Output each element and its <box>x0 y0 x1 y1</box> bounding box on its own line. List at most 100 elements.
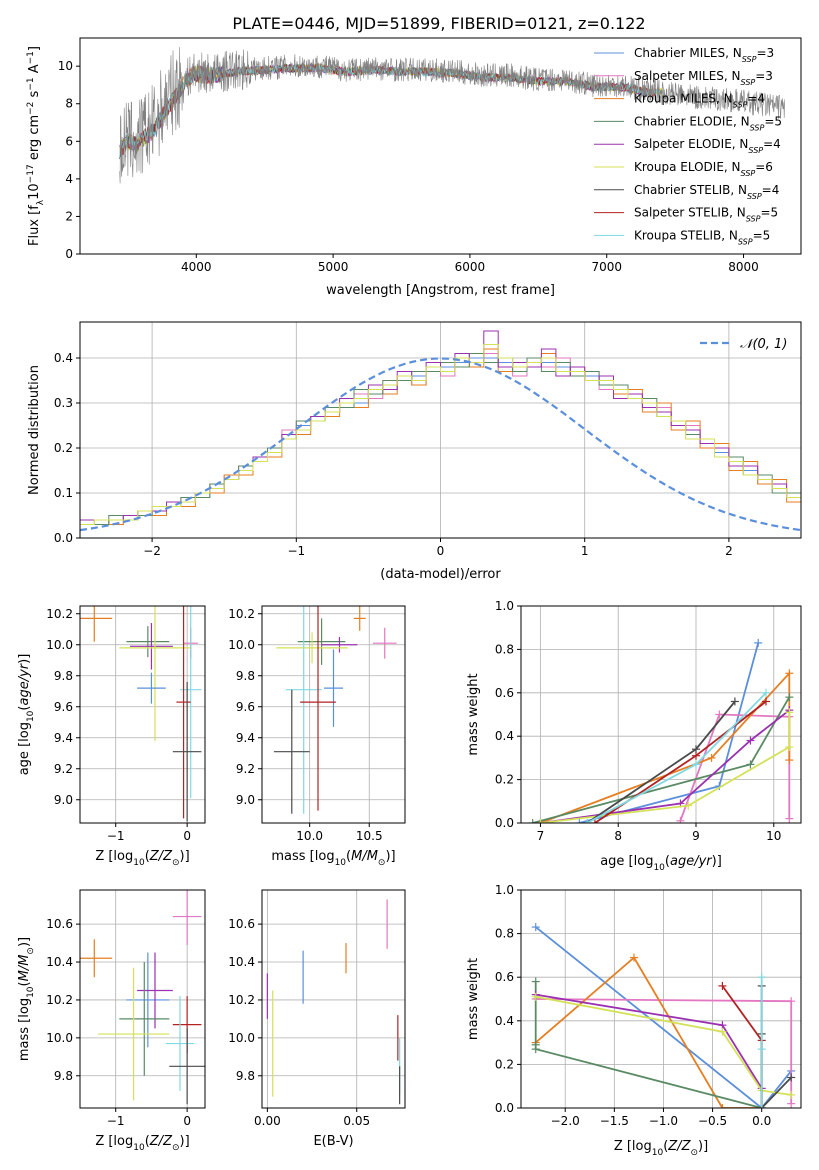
axes-frame <box>520 889 802 1109</box>
y-tick-label: 4 <box>65 172 73 186</box>
y-tick-label: 10.6 <box>46 917 73 931</box>
y-tick-label: 10.0 <box>228 1031 255 1045</box>
y-tick-label: 10.4 <box>46 955 73 969</box>
y-tick-label: 1.0 <box>495 883 514 897</box>
errorbar-point <box>169 1028 205 1105</box>
x-tick-label: −2.0 <box>551 1114 580 1128</box>
y-tick-label: 9.4 <box>236 731 255 745</box>
legend-label: Salpeter ELODIE, NSSP=4 <box>634 137 781 155</box>
x-tick-label: −1.5 <box>600 1114 629 1128</box>
y-tick-label: 0.3 <box>54 396 73 410</box>
y-tick-label: 0.4 <box>495 1014 514 1028</box>
normal-reference-curve <box>80 357 801 532</box>
histogram-step <box>80 344 801 525</box>
y-tick-label: 6 <box>65 134 73 148</box>
y-tick-label: 10.0 <box>46 638 73 652</box>
y-tick-label: 0.4 <box>54 351 73 365</box>
y-tick-label: 10.6 <box>228 917 255 931</box>
y-tick-label: 9.8 <box>54 1069 73 1083</box>
x-axis-label: wavelength [Angstrom, rest frame] <box>326 283 555 298</box>
y-tick-label: 9.2 <box>54 762 73 776</box>
errorbar-point <box>119 962 170 1076</box>
y-tick-label: 0.8 <box>495 642 514 656</box>
y-tick-label: 9.0 <box>54 793 73 807</box>
legend-label: Salpeter MILES, NSSP=3 <box>634 69 773 87</box>
residual-histogram-panel: −2 −1 0 1 2 0.0 0.1 0.2 0.3 0.4 (data-model)/error… <box>27 321 802 582</box>
spectrum-plot-area <box>119 47 785 184</box>
mass-extinction-panel: 0.00 0.05 9.8 10.0 10.2 10.4 10.6 E(B-V) <box>228 889 406 1149</box>
x-axis-label: age [log10(age/yr)] <box>600 854 722 873</box>
legend-label: Chabrier MILES, NSSP=3 <box>634 46 774 64</box>
histogram-plot-area <box>80 330 801 532</box>
age-metallicity-panel: −1 0 9.0 9.2 9.4 9.6 9.8 10.0 10.2 Z [log10(Z/Z⊙)… <box>17 605 206 868</box>
y-tick-label: 10.2 <box>228 607 255 621</box>
legend-label: Chabrier ELODIE, NSSP=5 <box>634 114 782 131</box>
y-tick-label: 9.4 <box>54 731 73 745</box>
errorbar-point <box>276 632 348 664</box>
legend-label: Kroupa STELIB, NSSP=5 <box>634 228 770 246</box>
y-axis-label: Flux [fλ10−17 erg cm−2 s−1 A−1] <box>26 46 46 246</box>
axes-frame <box>520 605 802 824</box>
legend-label: Kroupa ELODIE, NSSP=6 <box>634 160 773 178</box>
x-tick-label: 0.05 <box>343 1114 370 1128</box>
x-tick-label: 7 <box>537 829 545 843</box>
x-tick-label: −1.0 <box>649 1114 678 1128</box>
errorbar-point <box>323 649 344 727</box>
y-tick-label: 9.8 <box>54 669 73 683</box>
errorbar-point <box>372 627 397 659</box>
x-tick-label: 10.0 <box>296 829 323 843</box>
y-tick-label: 9.6 <box>236 700 255 714</box>
y-tick-label: 0.4 <box>495 729 514 743</box>
y-tick-label: 10.2 <box>46 607 73 621</box>
errorbar-point <box>165 996 195 1091</box>
x-tick-label: 8000 <box>728 260 759 274</box>
x-tick-label: 6000 <box>455 260 486 274</box>
x-tick-label: 5000 <box>318 260 349 274</box>
y-tick-label: 0.0 <box>495 1101 514 1115</box>
x-tick-label: −1 <box>107 829 125 843</box>
x-tick-label: 7000 <box>591 260 622 274</box>
y-axis-label: mass [log10(M/M⊙)] <box>17 937 36 1061</box>
errorbar-point <box>119 606 191 741</box>
y-tick-label: 0.8 <box>495 927 514 941</box>
x-axis-label: Z [log10(Z/Z⊙)] <box>95 1134 189 1153</box>
y-tick-label: 9.8 <box>236 1069 255 1083</box>
y-axis-label: mass weight <box>466 958 481 1040</box>
x-tick-label: 0.00 <box>254 1114 281 1128</box>
errorbar-plot-area <box>80 606 202 822</box>
errorbar-point <box>353 606 366 631</box>
mass-weight-metallicity-panel: −2.0 −1.5 −1.0 −0.5 0.0 0.0 0.2 0.4 0.6 0.8 1.0 Z [… <box>466 883 802 1158</box>
y-tick-label: 8 <box>65 97 73 111</box>
errorbar-point <box>137 952 173 1029</box>
y-tick-label: 9.8 <box>236 669 255 683</box>
errorbar-point <box>172 890 202 945</box>
y-tick-label: 10.2 <box>228 993 255 1007</box>
mass-weight-line <box>535 926 792 1108</box>
x-tick-label: −1 <box>107 1114 125 1128</box>
x-axis-label: mass [log10(M/M⊙)] <box>271 849 395 868</box>
y-tick-label: 9.0 <box>236 793 255 807</box>
x-tick-label: −0.5 <box>698 1114 727 1128</box>
axes-frame <box>79 605 206 824</box>
x-tick-label: 10 <box>766 829 781 843</box>
spectrum-panel: 4000 5000 6000 7000 8000 0 2 4 6 8 10 wavelength [A… <box>26 37 802 298</box>
y-tick-label: 10.2 <box>46 993 73 1007</box>
mass-weight-line <box>679 713 791 822</box>
x-tick-label: −2 <box>143 544 161 558</box>
x-tick-label: 0 <box>183 1114 191 1128</box>
errorbar-point <box>273 689 310 814</box>
errorbar-point <box>176 606 191 819</box>
x-tick-label: 0 <box>437 544 445 558</box>
axes-frame <box>261 889 406 1109</box>
y-axis-label: mass weight <box>466 673 481 755</box>
y-tick-label: 0 <box>65 247 73 261</box>
x-tick-label: 2 <box>725 544 733 558</box>
x-tick-label: 1 <box>581 544 589 558</box>
axes-frame <box>261 605 406 824</box>
mass-weight-age-panel: 7 8 9 10 0.0 0.2 0.4 0.6 0.8 1.0 age [log10(age/yr… <box>466 599 802 873</box>
y-tick-label: 1.0 <box>495 599 514 613</box>
errorbar-point <box>297 618 346 665</box>
y-tick-label: 10.0 <box>228 638 255 652</box>
x-axis-label: (data-model)/error <box>380 567 501 582</box>
